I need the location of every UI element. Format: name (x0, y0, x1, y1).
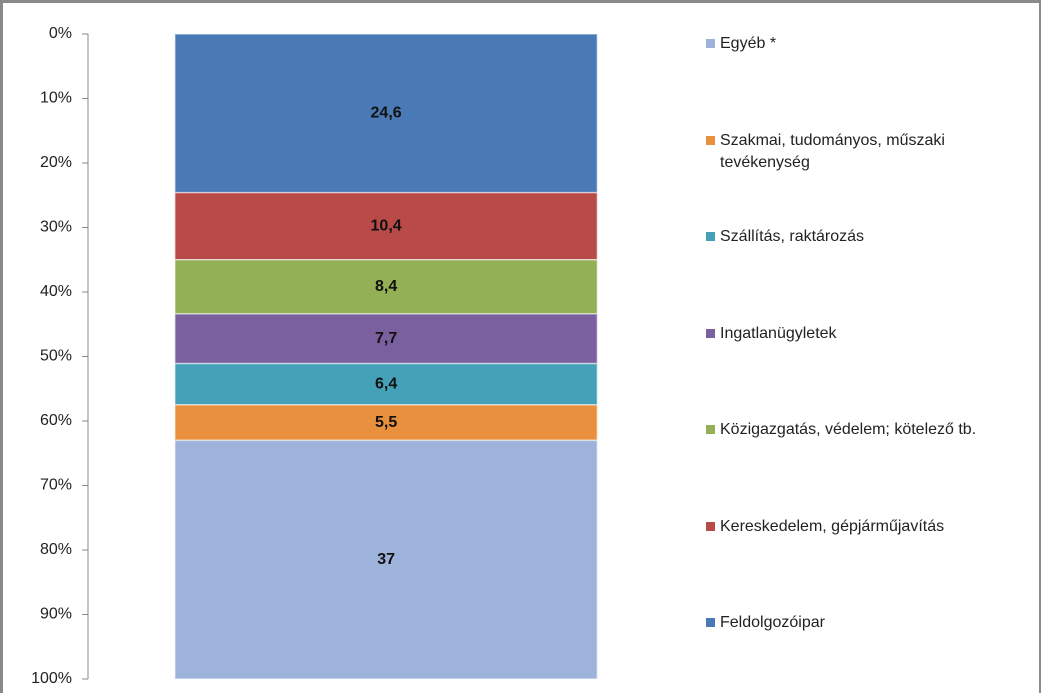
data-label: 10,4 (371, 217, 402, 234)
data-label: 37 (377, 551, 395, 568)
y-tick-label: 30% (40, 219, 72, 236)
y-tick-label: 0% (49, 25, 72, 42)
data-label: 6,4 (375, 375, 397, 392)
y-tick-label: 70% (40, 477, 72, 494)
y-tick-label: 20% (40, 154, 72, 171)
legend-label: Szállítás, raktározás (720, 228, 865, 245)
y-tick-label: 10% (40, 90, 72, 107)
y-tick-label: 80% (40, 541, 72, 558)
legend-item: Feldolgozóipar (706, 612, 1036, 634)
y-tick-label: 90% (40, 606, 72, 623)
y-tick-label: 40% (40, 283, 72, 300)
legend-item: Szakmai, tudományos, műszaki tevékenység (706, 130, 1036, 174)
data-label: 7,7 (375, 330, 397, 347)
legend-label: Kereskedelem, gépjárműjavítás (720, 517, 945, 535)
legend-item: Ingatlanügyletek (706, 323, 1036, 345)
bar-segment (174, 439, 599, 680)
data-label: 5,5 (375, 414, 397, 431)
legend-swatch (706, 425, 715, 434)
legend-item: Kereskedelem, gépjárműjavítás (706, 516, 1036, 538)
y-tick-label: 50% (40, 348, 72, 365)
legend-swatch (706, 39, 715, 48)
bar-segment (174, 191, 599, 261)
legend-label: Ingatlanügyletek (720, 324, 837, 342)
data-label: 8,4 (375, 278, 397, 295)
legend-label: Szakmai, tudományos, műszaki tevékenység (720, 131, 945, 171)
bar-segment (174, 259, 599, 315)
legend-swatch (706, 328, 715, 338)
y-tick-label: 60% (40, 412, 72, 429)
legend-label: Egyéb * (720, 35, 777, 52)
legend-swatch (706, 135, 715, 145)
y-tick-label: 100% (31, 670, 72, 687)
legend-item: Közigazgatás, védelem; kötelező tb. (706, 419, 1036, 441)
legend-item: Szállítás, raktározás (706, 226, 1036, 248)
legend-label: Közigazgatás, védelem; kötelező tb. (720, 421, 977, 438)
bar-segment (174, 362, 599, 406)
legend-swatch (706, 618, 715, 627)
legend-item: Egyéb * (706, 33, 1036, 55)
legend-swatch (706, 521, 715, 531)
bar-segment (174, 33, 599, 194)
data-label: 24,6 (371, 105, 402, 122)
legend-label: Feldolgozóipar (720, 614, 825, 631)
legend-swatch (706, 232, 715, 241)
